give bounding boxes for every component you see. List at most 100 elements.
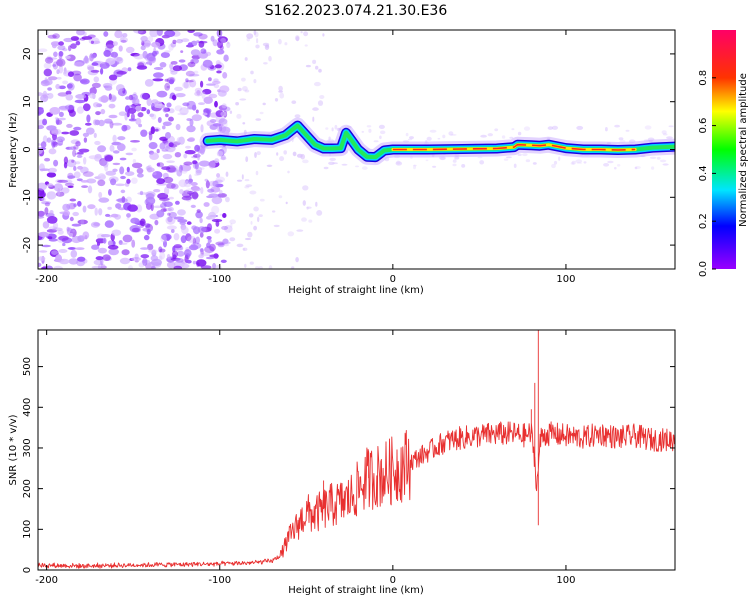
- noise-speckle: [103, 49, 111, 57]
- noise-speckle: [188, 178, 192, 185]
- noise-speckle: [58, 51, 64, 57]
- noise-speckle: [83, 137, 88, 143]
- noise-speckle: [148, 249, 158, 253]
- noise-speckle: [77, 256, 86, 262]
- noise-speckle: [200, 80, 204, 88]
- noise-speckle: [48, 148, 57, 155]
- noise-speckle: [72, 149, 77, 157]
- noise-speckle: [211, 218, 223, 223]
- noise-speckle: [120, 175, 126, 180]
- noise-speckle: [191, 114, 202, 122]
- noise-speckle: [46, 55, 52, 62]
- noise-speckle: [178, 179, 188, 188]
- noise-speckle: [278, 90, 283, 93]
- snr-y-ticks: 0 100 200 300 400 500: [22, 357, 675, 573]
- snr-panel: -200 -100 0 100 0 100 200 300 400 500 Height of …: [8, 329, 676, 596]
- noise-speckle: [225, 196, 230, 203]
- noise-speckle: [100, 108, 106, 115]
- noise-speckle: [90, 54, 97, 59]
- noise-speckle: [168, 79, 175, 85]
- noise-speckle: [312, 107, 319, 111]
- noise-speckle: [249, 190, 257, 195]
- noise-speckle: [505, 156, 512, 159]
- noise-speckle: [136, 167, 144, 174]
- noise-speckle: [149, 152, 160, 160]
- noise-speckle: [82, 205, 87, 213]
- noise-speckle: [149, 113, 155, 118]
- snr-y-axis-label: SNR (10 * v/v): [8, 414, 19, 485]
- noise-speckle: [140, 92, 149, 100]
- noise-speckle: [57, 45, 66, 51]
- noise-speckle: [90, 221, 100, 228]
- colorbar-tick-label: 0.2: [698, 213, 709, 229]
- noise-speckle: [47, 92, 54, 99]
- noise-speckle: [39, 250, 48, 253]
- noise-speckle: [58, 235, 69, 241]
- noise-speckle: [89, 92, 96, 99]
- noise-speckle: [130, 52, 140, 57]
- snr-y-tick-label: 0: [22, 567, 33, 573]
- noise-speckle: [325, 127, 329, 130]
- noise-speckle: [108, 176, 119, 183]
- noise-speckle: [634, 166, 641, 169]
- noise-speckle: [452, 159, 457, 163]
- noise-speckle: [46, 125, 57, 131]
- noise-speckle: [111, 96, 117, 102]
- noise-speckle: [62, 242, 66, 247]
- noise-speckle: [214, 64, 222, 69]
- noise-speckle: [308, 219, 313, 223]
- noise-speckle: [214, 158, 220, 164]
- noise-speckle: [161, 233, 172, 241]
- noise-speckle: [409, 136, 414, 140]
- noise-speckle: [143, 234, 150, 241]
- noise-speckle: [239, 98, 247, 101]
- noise-speckle: [247, 231, 253, 238]
- noise-speckle: [85, 127, 95, 135]
- noise-speckle: [38, 256, 46, 261]
- noise-speckle: [194, 144, 201, 152]
- noise-speckle: [220, 259, 227, 263]
- noise-speckle: [207, 238, 212, 243]
- noise-speckle: [65, 94, 74, 101]
- noise-speckle: [256, 151, 261, 156]
- noise-speckle: [74, 99, 86, 104]
- noise-speckle: [100, 95, 109, 103]
- noise-speckle: [116, 56, 124, 64]
- noise-speckle: [279, 92, 285, 99]
- noise-speckle: [259, 198, 265, 202]
- noise-speckle: [103, 31, 109, 37]
- noise-speckle: [141, 92, 151, 100]
- noise-speckle: [162, 121, 172, 127]
- noise-speckle: [68, 109, 76, 117]
- noise-speckle: [38, 182, 47, 191]
- noise-speckle: [69, 198, 77, 202]
- noise-speckle: [95, 256, 104, 261]
- noise-speckle: [180, 50, 184, 53]
- noise-speckle: [237, 87, 242, 92]
- noise-speckle: [118, 45, 123, 52]
- noise-speckle: [558, 156, 561, 161]
- noise-speckle: [85, 122, 92, 126]
- noise-speckle: [91, 62, 99, 66]
- snr-x-tick-label: 0: [390, 575, 396, 586]
- noise-speckle: [52, 64, 57, 67]
- noise-speckle: [96, 241, 101, 246]
- noise-speckle: [203, 108, 212, 114]
- noise-speckle: [244, 57, 248, 61]
- noise-speckle: [182, 81, 192, 89]
- noise-speckle: [112, 41, 118, 46]
- noise-speckle: [662, 133, 668, 136]
- noise-speckle: [219, 85, 230, 93]
- noise-speckle: [278, 38, 282, 45]
- noise-speckle: [67, 229, 76, 233]
- snr-x-ticks: -200 -100 0 100: [35, 330, 575, 586]
- noise-speckle: [156, 90, 168, 98]
- noise-speckle: [187, 61, 196, 68]
- noise-speckle: [148, 132, 153, 141]
- noise-speckle: [174, 105, 183, 112]
- snr-x-tick-label: -200: [35, 575, 58, 586]
- noise-speckle: [118, 242, 128, 245]
- noise-speckle: [105, 170, 117, 176]
- noise-speckle: [302, 159, 309, 164]
- noise-speckle: [168, 196, 174, 200]
